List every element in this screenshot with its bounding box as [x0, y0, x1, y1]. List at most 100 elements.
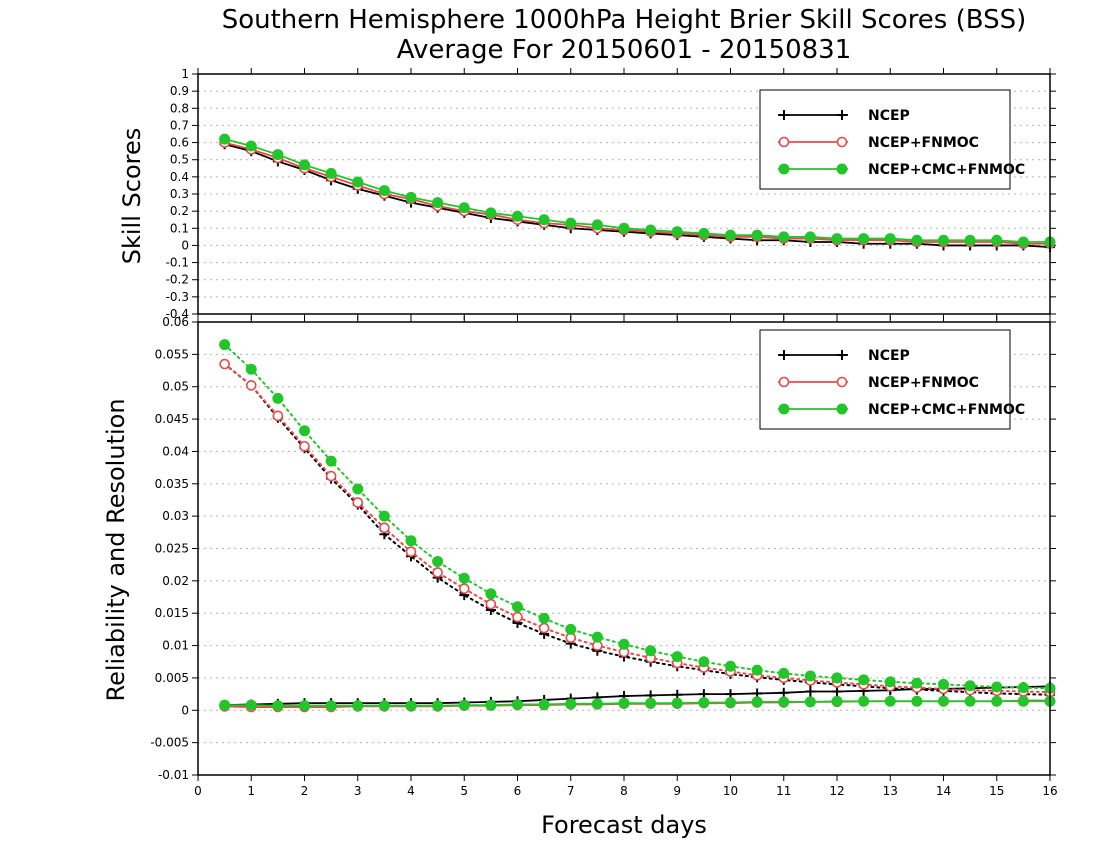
x-tick-label: 14: [936, 784, 951, 798]
top-panel: 1 0.9 0.8 0.7 0.6 0.5 0.4 0.3 0.2 0.1 0 -0.1 -0.2 -0.…: [166, 67, 1056, 321]
bottom-y-tick-label: 0.01: [162, 639, 189, 653]
bottom-data-point: [964, 680, 976, 692]
bottom-y-tick-label: 0.045: [155, 412, 189, 426]
bottom-data-point: [831, 672, 843, 684]
top-data-point: [378, 185, 390, 197]
bottom-data-point: [751, 664, 763, 676]
bottom-data-point: [352, 483, 364, 495]
bottom-data-point: [618, 638, 630, 650]
top-data-point: [299, 159, 310, 171]
top-data-point: [245, 140, 257, 152]
bottom-data-point: [405, 546, 417, 558]
bottom-data-point: [884, 676, 896, 688]
bottom-data-point: [911, 677, 923, 689]
top-legend: NCEP NCEP+FNMOC NCEP+CMC+FNMOC: [759, 89, 1025, 190]
x-tick-label: 5: [460, 784, 468, 798]
x-tick-label: 16: [1042, 784, 1057, 798]
bottom-data-point: [378, 700, 390, 712]
top-y-tick-label: 0.1: [170, 221, 189, 235]
bottom-y-tick-label: 0.015: [155, 606, 189, 620]
bottom-data-point: [432, 700, 444, 712]
top-legend-label: NCEP+CMC+FNMOC: [868, 162, 1025, 178]
bottom-y-tick-label: 0.03: [162, 509, 189, 523]
x-tick-label: 3: [354, 784, 362, 798]
top-legend-marker: [836, 163, 848, 175]
bottom-data-point: [485, 598, 497, 610]
bottom-data-point: [591, 698, 603, 710]
bottom-data-point: [378, 510, 390, 522]
bottom-data-point: [219, 358, 230, 370]
bottom-data-point: [698, 697, 710, 709]
x-tick-label: 1: [247, 784, 255, 798]
top-legend-label: NCEP: [868, 108, 910, 124]
bottom-data-point: [964, 695, 976, 707]
bottom-y-tick-label: -0.01: [158, 768, 189, 782]
bottom-data-point: [645, 645, 657, 657]
bottom-data-point: [325, 455, 337, 467]
bottom-data-point: [1017, 682, 1029, 694]
bottom-legend-label: NCEP+CMC+FNMOC: [868, 402, 1025, 418]
top-data-point: [884, 233, 896, 245]
bottom-data-point: [352, 497, 364, 508]
bottom-legend-label: NCEP: [868, 348, 910, 364]
bottom-data-point: [405, 700, 417, 712]
bottom-data-point: [325, 700, 337, 712]
bottom-data-point: [219, 339, 231, 351]
bottom-data-point: [219, 699, 231, 711]
top-y-tick-label: -0.2: [166, 273, 189, 287]
bottom-data-point: [645, 697, 657, 709]
bottom-data-point: [245, 699, 257, 711]
x-tick-label: 12: [829, 784, 844, 798]
top-data-point: [325, 167, 337, 179]
top-data-point: [485, 207, 497, 219]
bottom-data-point: [778, 696, 790, 708]
bottom-data-point: [272, 700, 284, 712]
bottom-data-point: [379, 522, 390, 534]
x-tick-label: 2: [301, 784, 309, 798]
top-data-point: [538, 214, 550, 226]
x-tick-label: 15: [989, 784, 1004, 798]
top-y-tick-label: 1: [181, 67, 189, 81]
top-data-point: [778, 231, 790, 243]
bottom-data-point: [698, 656, 710, 668]
top-data-point: [911, 234, 923, 246]
chart-title-line2: Average For 20150601 - 20150831: [397, 35, 852, 65]
bottom-legend-marker: [779, 350, 789, 360]
bottom-y-axis-title: Reliability and Resolution: [102, 398, 130, 701]
bottom-data-point: [538, 612, 550, 624]
top-legend-marker: [778, 136, 790, 148]
top-data-point: [219, 133, 231, 145]
bottom-y-tick-label: 0.055: [155, 347, 189, 361]
top-data-point: [591, 219, 603, 231]
x-tick-label: 13: [883, 784, 898, 798]
bottom-data-point: [432, 567, 443, 578]
bottom-data-point: [272, 392, 284, 404]
bottom-legend-marker: [778, 403, 790, 415]
top-data-point: [618, 222, 630, 234]
bottom-data-point: [778, 667, 790, 679]
bottom-data-point: [991, 695, 1003, 707]
top-data-point: [964, 234, 976, 246]
x-tick-label: 11: [776, 784, 791, 798]
top-y-tick-label: 0.3: [170, 187, 189, 201]
bottom-y-tick-label: 0.04: [162, 444, 189, 458]
bottom-legend-label: NCEP+FNMOC: [868, 375, 979, 391]
top-data-point: [645, 224, 657, 236]
bottom-data-point: [405, 535, 417, 547]
bottom-y-tick-label: 0.02: [162, 574, 189, 588]
bottom-data-point: [884, 695, 896, 707]
bottom-data-point: [245, 380, 257, 391]
bottom-data-point: [938, 695, 949, 707]
top-data-point: [272, 149, 284, 161]
top-data-point: [698, 227, 710, 239]
top-data-point: [405, 191, 417, 203]
top-data-point: [352, 176, 364, 188]
bottom-data-point: [352, 700, 364, 712]
bottom-data-point: [272, 410, 284, 422]
bottom-legend-marker: [836, 403, 848, 415]
bottom-data-point: [832, 686, 842, 697]
top-legend-marker: [779, 110, 789, 120]
bottom-data-point: [458, 572, 470, 584]
bottom-panel: 0.060.0550.050.0450.040.0350.030.0250.02…: [150, 315, 1057, 798]
